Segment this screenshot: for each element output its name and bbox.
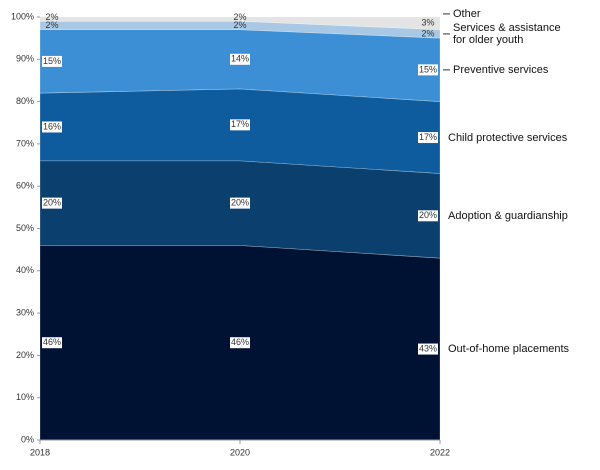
y-tick-label: 70% <box>16 138 34 148</box>
y-tick-label: 0% <box>21 434 34 444</box>
value-label-bg <box>42 197 62 209</box>
value-label-bg <box>42 337 62 349</box>
area <box>40 160 440 259</box>
value-label: 43% <box>419 343 437 353</box>
y-tick-label: 50% <box>16 223 34 233</box>
value-label: 2% <box>421 28 434 38</box>
series-label: Preventive services <box>453 63 549 76</box>
y-tick-label: 40% <box>16 265 34 275</box>
value-label: 14% <box>231 54 249 64</box>
x-tick-label: 2020 <box>230 447 250 457</box>
value-label-bg <box>42 55 62 67</box>
value-label: 17% <box>231 119 249 129</box>
y-tick-label: 100% <box>11 11 34 21</box>
x-tick-label: 2022 <box>430 447 450 457</box>
value-label-bg <box>230 197 250 209</box>
value-label: 20% <box>419 210 437 220</box>
series-label: Services & assistance for older youth <box>453 21 561 46</box>
value-label-bg <box>418 132 438 144</box>
value-label-bg <box>230 119 250 131</box>
value-label: 15% <box>419 64 437 74</box>
value-label-bg <box>230 337 250 349</box>
value-label: 2% <box>233 20 246 30</box>
value-label: 16% <box>43 121 61 131</box>
y-tick-label: 60% <box>16 181 34 191</box>
value-label: 15% <box>43 56 61 66</box>
value-label: 46% <box>231 337 249 347</box>
value-label-bg <box>230 53 250 65</box>
value-label-bg <box>418 64 438 76</box>
x-tick-label: 2018 <box>30 447 50 457</box>
value-label: 2% <box>233 12 246 22</box>
y-tick-label: 20% <box>16 350 34 360</box>
series-label: Out-of-home placements <box>448 343 570 356</box>
value-label-bg <box>418 210 438 222</box>
value-label: 17% <box>419 132 437 142</box>
area <box>40 88 440 174</box>
y-tick-label: 30% <box>16 307 34 317</box>
y-tick-label: 90% <box>16 54 34 64</box>
series-label: Child protective services <box>448 131 568 144</box>
value-label-bg <box>42 121 62 133</box>
y-tick-label: 10% <box>16 392 34 402</box>
series-label: Adoption & guardianship <box>448 209 568 222</box>
value-label: 3% <box>421 18 434 28</box>
value-label: 46% <box>43 337 61 347</box>
value-label: 20% <box>43 197 61 207</box>
series-label: Other <box>453 7 481 20</box>
area <box>40 17 440 31</box>
value-label-bg <box>418 343 438 355</box>
value-label: 2% <box>45 20 58 30</box>
value-label: 2% <box>45 12 58 22</box>
plot-area <box>40 17 440 440</box>
value-label: 20% <box>231 197 249 207</box>
y-tick-label: 80% <box>16 96 34 106</box>
